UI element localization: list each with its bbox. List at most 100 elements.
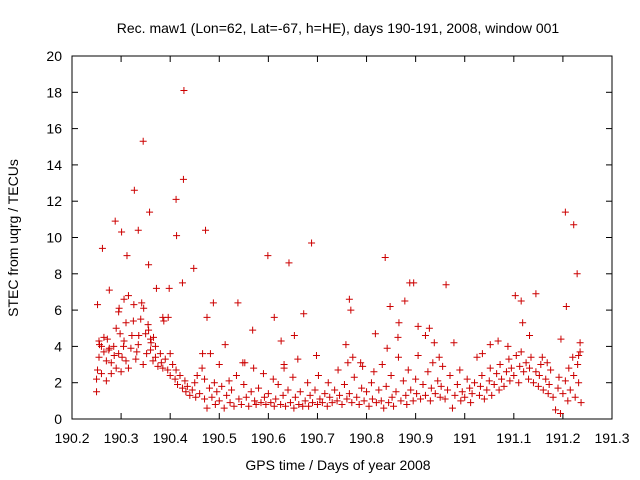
data-point xyxy=(498,375,506,383)
data-point xyxy=(282,402,290,410)
data-point xyxy=(138,299,146,307)
data-point xyxy=(102,377,110,385)
data-point xyxy=(425,324,433,332)
data-point xyxy=(555,373,563,381)
data-point xyxy=(95,341,103,349)
data-point xyxy=(390,402,398,410)
data-point xyxy=(381,253,389,261)
data-point xyxy=(120,337,128,345)
data-point xyxy=(264,390,272,398)
data-point xyxy=(237,400,245,408)
data-point xyxy=(139,137,147,145)
data-point xyxy=(529,379,537,387)
data-point xyxy=(355,400,363,408)
data-point xyxy=(516,362,524,370)
data-point xyxy=(270,402,278,410)
x-tick-label: 191.2 xyxy=(545,430,580,446)
data-point xyxy=(486,364,494,372)
x-tick-label: 190.4 xyxy=(153,430,188,446)
data-point xyxy=(483,386,491,394)
data-point xyxy=(301,397,309,405)
data-point xyxy=(308,239,316,247)
data-point xyxy=(210,379,218,387)
data-point xyxy=(215,397,223,405)
data-point xyxy=(409,397,417,405)
data-point xyxy=(304,379,312,387)
plot-frame xyxy=(71,55,613,420)
data-point xyxy=(146,208,154,216)
data-point xyxy=(512,351,520,359)
data-point xyxy=(203,313,211,321)
data-point xyxy=(478,371,486,379)
data-point xyxy=(557,335,565,343)
data-point xyxy=(342,341,350,349)
data-point xyxy=(494,337,502,345)
data-point xyxy=(230,402,238,410)
data-point xyxy=(365,402,373,410)
data-point xyxy=(446,371,454,379)
data-point xyxy=(178,384,186,392)
data-point xyxy=(124,292,132,300)
data-point xyxy=(100,348,108,356)
data-point xyxy=(209,299,217,307)
data-point xyxy=(191,379,199,387)
data-point xyxy=(117,368,125,376)
data-point xyxy=(525,375,533,383)
data-point xyxy=(173,232,181,240)
data-point xyxy=(505,355,513,363)
data-point xyxy=(137,315,145,323)
data-point xyxy=(316,395,324,403)
data-point xyxy=(203,404,211,412)
data-point xyxy=(388,393,396,401)
y-tick-label: 2 xyxy=(54,375,62,391)
data-point xyxy=(202,226,210,234)
data-point xyxy=(424,368,432,376)
data-point xyxy=(382,382,390,390)
data-point xyxy=(507,364,515,372)
data-point xyxy=(149,357,157,365)
data-point xyxy=(562,302,570,310)
data-point xyxy=(345,390,353,398)
data-point xyxy=(575,379,583,387)
data-point xyxy=(225,377,233,385)
data-point xyxy=(309,399,317,407)
data-point xyxy=(547,366,555,374)
data-point xyxy=(311,386,319,394)
data-point xyxy=(577,399,585,407)
x-tick-label: 190.3 xyxy=(104,430,139,446)
data-point xyxy=(353,393,361,401)
data-point xyxy=(495,386,503,394)
data-point xyxy=(172,195,180,203)
data-point xyxy=(434,377,442,385)
data-point xyxy=(95,353,103,361)
data-point xyxy=(257,399,265,407)
x-tick-label: 191 xyxy=(453,430,477,446)
y-tick-label: 10 xyxy=(46,230,62,246)
data-point xyxy=(188,386,196,394)
x-tick-label: 190.7 xyxy=(300,430,335,446)
data-point xyxy=(522,359,530,367)
data-point xyxy=(313,400,321,408)
data-point xyxy=(245,402,253,410)
data-point xyxy=(161,355,169,363)
data-point xyxy=(180,86,188,94)
data-point xyxy=(545,381,553,389)
y-tick-label: 20 xyxy=(46,48,62,64)
data-point xyxy=(549,393,557,401)
data-point xyxy=(450,339,458,347)
data-point xyxy=(165,284,173,292)
data-point xyxy=(208,393,216,401)
data-point xyxy=(463,375,471,383)
data-point xyxy=(151,342,159,350)
x-axis-label: GPS time / Days of year 2008 xyxy=(245,457,430,473)
data-point xyxy=(118,228,126,236)
data-point xyxy=(235,395,243,403)
data-point xyxy=(471,379,479,387)
data-point xyxy=(300,310,308,318)
data-point xyxy=(152,284,160,292)
data-point xyxy=(403,400,411,408)
data-point xyxy=(576,348,584,356)
data-point xyxy=(324,379,332,387)
data-point xyxy=(430,339,438,347)
data-point xyxy=(156,350,164,358)
